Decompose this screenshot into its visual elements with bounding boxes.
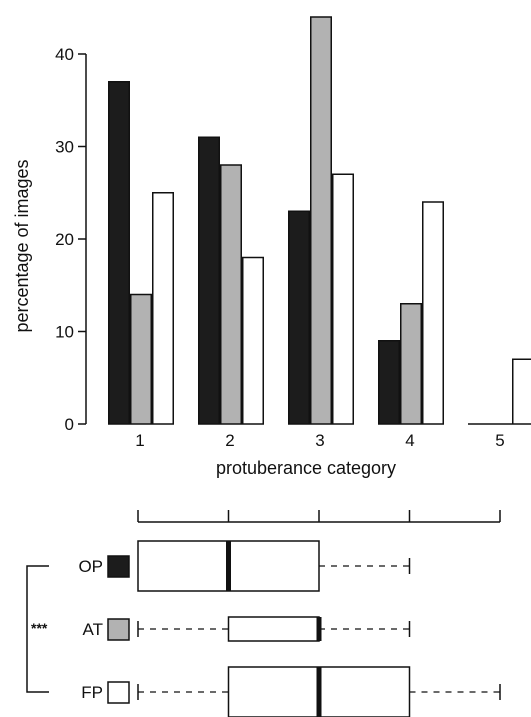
- bar-op-1: [108, 81, 130, 425]
- bar-op-4: [378, 340, 400, 425]
- box-group-at: AT: [83, 616, 411, 642]
- bar-fp-2: [242, 256, 264, 425]
- legend-swatch-fp: [107, 681, 130, 704]
- bar-fp-5: [512, 358, 531, 425]
- x-tick-label: 2: [225, 431, 234, 450]
- bar-at-1: [130, 293, 152, 425]
- bar-fp-3: [332, 173, 354, 425]
- bar-op-3: [288, 210, 310, 425]
- x-tick-label: 1: [135, 431, 144, 450]
- box-group-fp: FP: [81, 666, 501, 717]
- y-tick-label: 30: [55, 138, 74, 157]
- y-tick-label: 0: [65, 415, 74, 434]
- box-iqr: [227, 616, 320, 642]
- bar-fp-4: [422, 201, 444, 425]
- legend-swatch-at: [107, 618, 130, 641]
- bar-chart: 0 10 20 30 40 1 2 3 4 5 protuberance category pe…: [12, 16, 531, 478]
- box-plot-axis: [137, 510, 501, 523]
- x-axis-label: protuberance category: [216, 458, 396, 478]
- bar-fp-1: [152, 192, 174, 425]
- box-group-label: FP: [81, 683, 103, 702]
- x-tick-label: 5: [495, 431, 504, 450]
- bar-op-2: [198, 136, 220, 425]
- y-axis-ticks: 0 10 20 30 40: [55, 45, 86, 434]
- box-plot-groups: OP AT FP: [78, 540, 501, 717]
- box-group-op: OP: [78, 540, 411, 592]
- bar-at-2: [220, 164, 242, 425]
- x-axis-tick-labels: 1 2 3 4 5: [135, 431, 504, 450]
- y-axis-label: percentage of images: [12, 159, 32, 332]
- x-tick-label: 4: [405, 431, 414, 450]
- box-plot: OP AT FP ***: [26, 510, 501, 717]
- y-tick-label: 10: [55, 323, 74, 342]
- significance-stars: ***: [31, 620, 48, 636]
- y-tick-label: 20: [55, 230, 74, 249]
- bar-at-3: [310, 16, 332, 425]
- box-group-label: OP: [78, 557, 103, 576]
- y-tick-label: 40: [55, 45, 74, 64]
- box-group-label: AT: [83, 620, 103, 639]
- legend-swatch-op: [107, 555, 130, 578]
- x-tick-label: 3: [315, 431, 324, 450]
- bar-series: [108, 16, 531, 425]
- significance-bracket: [26, 565, 49, 693]
- bar-at-4: [400, 303, 422, 425]
